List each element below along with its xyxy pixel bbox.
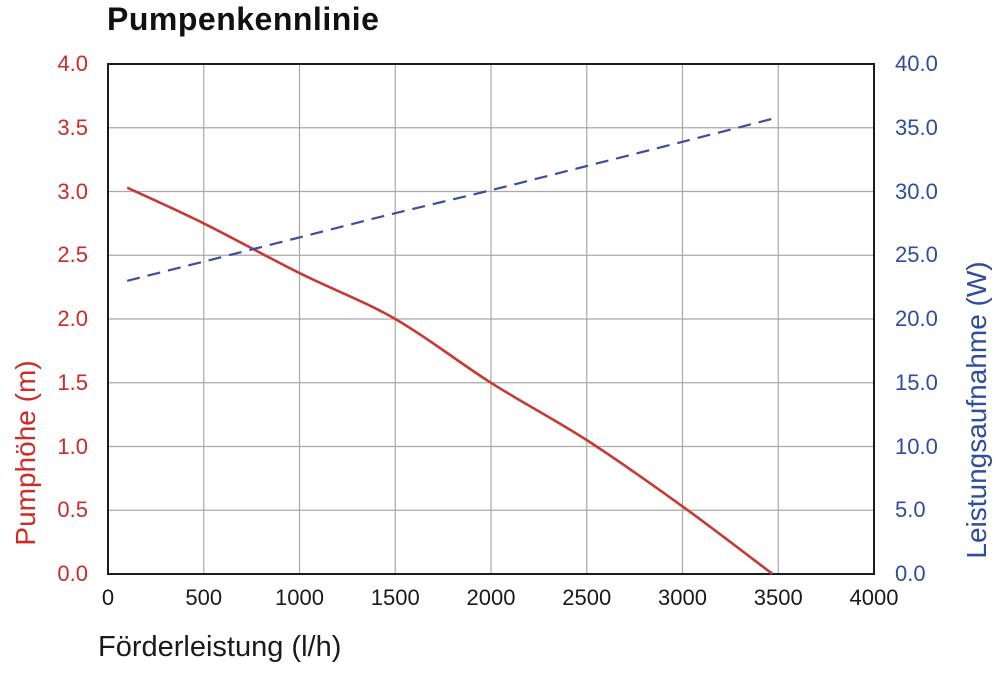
x-axis-tick-label: 1000 bbox=[275, 585, 324, 610]
left-axis-tick-label: 1.5 bbox=[57, 369, 88, 395]
left-axis-tick-label: 0.0 bbox=[57, 561, 88, 586]
right-axis-tick-label: 15.0 bbox=[895, 369, 938, 395]
x-axis-tick-label: 3500 bbox=[753, 585, 803, 610]
left-axis-tick-label: 3.5 bbox=[57, 114, 88, 140]
x-axis-tick-label: 2500 bbox=[562, 585, 612, 610]
right-axis-tick-label: 30.0 bbox=[895, 178, 938, 204]
x-axis-tick-label: 0 bbox=[101, 585, 115, 610]
x-axis-tick-label: 500 bbox=[185, 585, 223, 610]
chart-title: Pumpenkennlinie bbox=[107, 1, 380, 37]
plot-border bbox=[107, 63, 875, 575]
left-axis-tick-label: 4.0 bbox=[57, 51, 88, 76]
left-axis-tick-label: 3.0 bbox=[57, 178, 88, 204]
series-line-leistungsaufnahme bbox=[126, 117, 773, 282]
series-line-pumph-he bbox=[126, 186, 774, 576]
left-axis-tick-label: 1.0 bbox=[57, 433, 88, 459]
right-axis-tick-label: 10.0 bbox=[895, 433, 938, 459]
x-axis-tick-label: 3000 bbox=[658, 585, 707, 610]
right-axis-tick-label: 5.0 bbox=[895, 497, 926, 523]
left-axis-title: Pumphöhe (m) bbox=[10, 360, 41, 546]
left-axis-tick-label: 2.0 bbox=[57, 306, 88, 331]
right-axis-tick-label: 0.0 bbox=[895, 561, 926, 586]
x-axis-tick-label: 2000 bbox=[466, 585, 516, 610]
right-axis-tick-label: 25.0 bbox=[895, 242, 938, 268]
x-axis-title: Förderleistung (l/h) bbox=[98, 631, 342, 663]
right-axis-tick-label: 35.0 bbox=[895, 114, 938, 140]
left-axis-tick-label: 2.5 bbox=[57, 242, 88, 268]
x-axis-tick-label: 4000 bbox=[849, 585, 899, 610]
x-axis-tick-label: 1500 bbox=[370, 585, 420, 610]
right-axis-title: Leistungsaufnahme (W) bbox=[961, 261, 992, 559]
right-axis-tick-label: 40.0 bbox=[895, 51, 938, 76]
right-axis-tick-label: 20.0 bbox=[895, 306, 938, 331]
left-axis-tick-label: 0.5 bbox=[57, 497, 88, 523]
